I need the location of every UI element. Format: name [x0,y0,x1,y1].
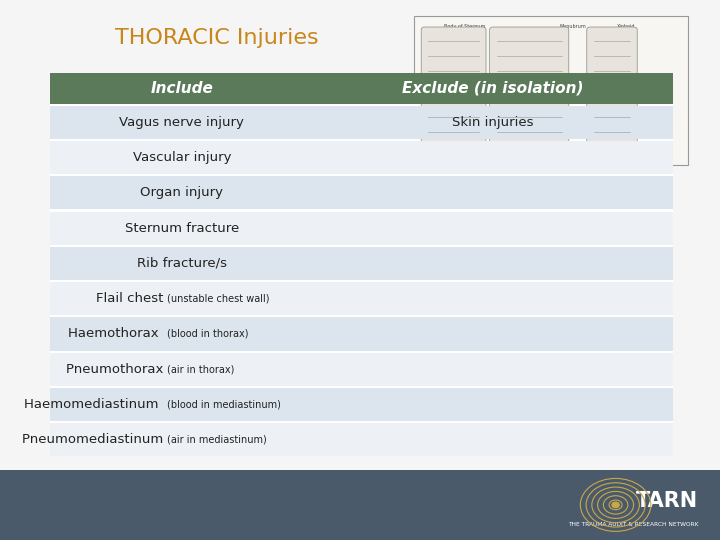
FancyBboxPatch shape [490,27,569,148]
FancyBboxPatch shape [313,141,673,174]
Text: 12th Rib: 12th Rib [598,148,618,153]
FancyBboxPatch shape [50,106,313,139]
FancyBboxPatch shape [313,73,673,104]
FancyBboxPatch shape [313,212,673,245]
FancyBboxPatch shape [50,73,313,104]
FancyBboxPatch shape [50,177,313,210]
FancyBboxPatch shape [0,470,720,540]
FancyBboxPatch shape [50,353,313,386]
FancyBboxPatch shape [421,27,486,148]
FancyBboxPatch shape [50,282,313,315]
Text: 11th Rib: 11th Rib [652,148,672,153]
FancyBboxPatch shape [50,388,313,421]
Text: Pneumomediastinum: Pneumomediastinum [22,433,167,446]
Text: Vagus nerve injury: Vagus nerve injury [120,116,244,129]
Text: (blood in thorax): (blood in thorax) [167,329,249,339]
Text: Pneumothorax: Pneumothorax [66,363,167,376]
FancyBboxPatch shape [50,212,313,245]
Text: Costal Cartilage: Costal Cartilage [495,148,534,153]
Text: Skin injuries: Skin injuries [452,116,534,129]
Text: (unstable chest wall): (unstable chest wall) [167,294,270,303]
Text: Flail chest: Flail chest [96,292,167,305]
Text: TARN: TARN [636,491,698,511]
FancyBboxPatch shape [313,318,673,350]
Text: Haemomediastinum: Haemomediastinum [24,398,167,411]
FancyBboxPatch shape [50,423,313,456]
FancyBboxPatch shape [50,247,313,280]
FancyBboxPatch shape [414,16,688,165]
Text: Sternum fracture: Sternum fracture [125,222,239,235]
Text: Vascular injury: Vascular injury [132,151,231,164]
Circle shape [612,502,619,508]
Text: Spine: Spine [436,148,450,153]
FancyBboxPatch shape [313,106,673,139]
FancyBboxPatch shape [587,27,637,148]
FancyBboxPatch shape [50,141,313,174]
Text: THORACIC Injuries: THORACIC Injuries [115,28,319,48]
FancyBboxPatch shape [313,282,673,315]
FancyBboxPatch shape [50,318,313,350]
Text: THE TRAUMA AUDIT & RESEARCH NETWORK: THE TRAUMA AUDIT & RESEARCH NETWORK [568,522,698,527]
FancyBboxPatch shape [313,353,673,386]
Text: Body of Sternum: Body of Sternum [444,24,485,29]
Text: Exclude (in isolation): Exclude (in isolation) [402,81,584,96]
Text: (air in mediastinum): (air in mediastinum) [167,435,267,445]
Text: (blood in mediastinum): (blood in mediastinum) [167,400,282,409]
Text: Organ injury: Organ injury [140,186,223,199]
Text: Include: Include [150,81,213,96]
FancyBboxPatch shape [313,388,673,421]
Text: Xiphoid: Xiphoid [617,24,636,29]
FancyBboxPatch shape [313,247,673,280]
Text: Rib fracture/s: Rib fracture/s [137,257,227,270]
Text: Haemothorax: Haemothorax [68,327,167,340]
FancyBboxPatch shape [313,177,673,210]
FancyBboxPatch shape [313,423,673,456]
Text: Manubrum: Manubrum [559,24,586,29]
Text: (air in thorax): (air in thorax) [167,364,235,374]
FancyBboxPatch shape [50,73,673,456]
